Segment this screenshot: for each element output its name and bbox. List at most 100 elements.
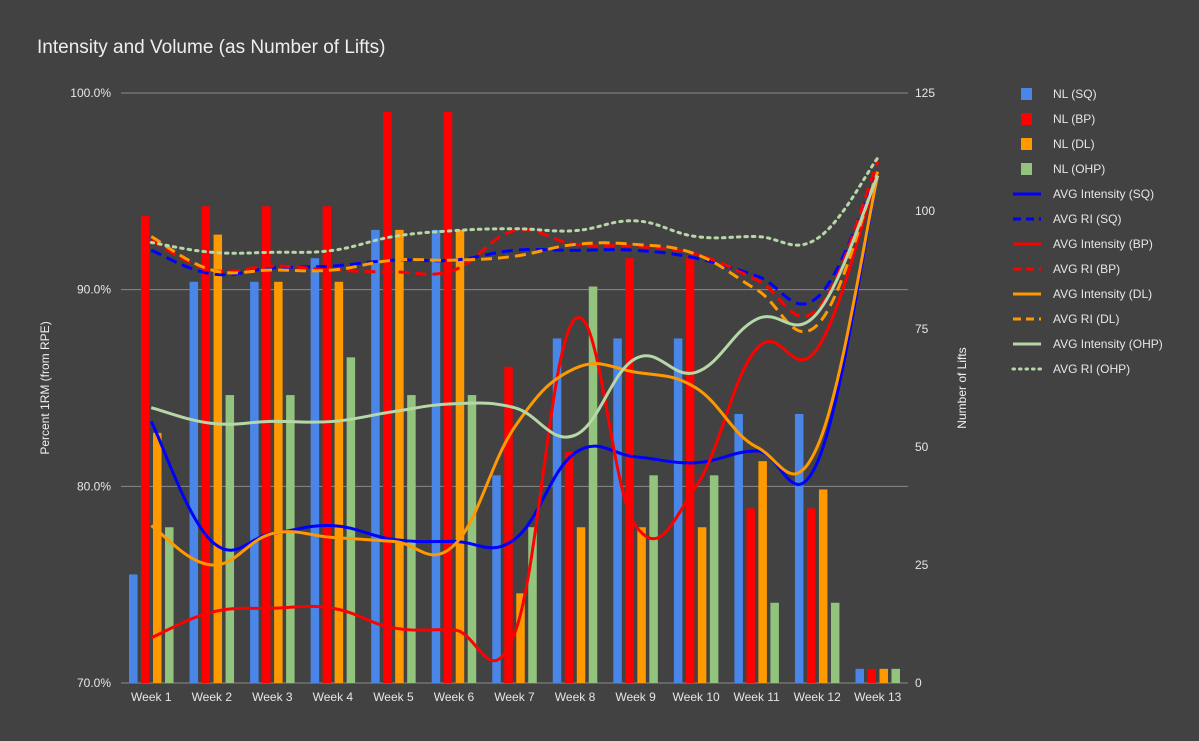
x-tick-label: Week 3 [252,690,293,704]
bar-nl-dl [334,281,344,683]
bar-nl-dl [758,461,767,683]
y-left-tick-label: 90.0% [77,283,111,297]
bar-nl-bp [504,366,513,683]
bar-nl-ohp [709,475,719,683]
bar-nl-dl [153,432,162,683]
bar-nl-bp [383,111,392,683]
line-avg-intensity-dl [150,175,880,567]
x-tick-label: Week 5 [373,690,414,704]
x-tick-label: Week 9 [615,690,656,704]
bar-nl-ohp [286,395,295,683]
x-tick-label: Week 10 [673,690,720,704]
bar-nl-dl [516,593,525,683]
bar-nl-dl [697,527,707,683]
legend-label: AVG Intensity (SQ) [1053,187,1154,201]
y-right-tick-label: 25 [915,558,929,572]
bar-nl-sq [250,281,259,683]
y-right-tick-label: 125 [915,86,935,100]
bar-nl-bp [322,206,332,683]
bar-nl-bp [746,508,755,683]
bar-nl-ohp [407,395,416,683]
bar-nl-ohp [165,527,174,683]
x-tick-label: Week 4 [313,690,354,704]
bar-nl-sq [189,281,199,683]
bar-nl-ohp [649,475,658,683]
legend-swatch-nl-ohp [1021,163,1032,175]
legend-label: AVG RI (DL) [1053,312,1119,326]
x-tick-label: Week 13 [854,690,901,704]
y-left-tick-label: 100.0% [70,86,111,100]
bar-nl-sq [371,229,380,683]
x-tick-label: Week 2 [192,690,233,704]
bar-nl-dl [818,489,828,683]
bar-nl-bp [867,668,876,683]
bar-nl-ohp [346,357,356,683]
legend-swatch-nl-sq [1021,88,1032,100]
line-avg-ri-sq [150,171,880,306]
line-avg-ri-ohp [149,156,880,255]
legend-label: NL (DL) [1053,137,1095,151]
bar-nl-sq [310,258,320,683]
bar-nl-sq [855,668,864,683]
bar-nl-ohp [588,286,598,683]
y-right-tick-label: 50 [915,440,929,454]
y-right-tick-label: 100 [915,204,935,218]
x-tick-label: Week 1 [131,690,172,704]
bar-nl-dl [637,527,646,683]
bar-nl-bp [443,111,453,683]
bar-nl-dl [274,281,283,683]
x-tick-label: Week 7 [494,690,535,704]
legend-label: NL (BP) [1053,112,1095,126]
bar-nl-sq [673,338,683,683]
line-avg-intensity-bp [150,171,880,663]
legend-swatch-nl-dl [1021,138,1032,150]
bar-nl-dl [455,229,465,683]
bar-nl-bp [806,508,816,683]
legend-label: AVG RI (SQ) [1053,212,1121,226]
x-tick-label: Week 8 [555,690,596,704]
bar-nl-dl [879,668,888,683]
bar-nl-sq [431,229,441,683]
bar-nl-sq [734,413,743,683]
y-left-tick-label: 80.0% [77,479,111,493]
bar-nl-bp [141,215,150,683]
x-tick-label: Week 6 [434,690,475,704]
bar-nl-sq [129,574,138,683]
legend-label: AVG RI (OHP) [1053,362,1130,376]
legend-label: AVG Intensity (OHP) [1053,337,1163,351]
bar-nl-sq [794,413,804,683]
legend-label: AVG Intensity (BP) [1053,237,1153,251]
legend-label: NL (SQ) [1053,87,1097,101]
bar-nl-sq [552,338,562,683]
y-left-tick-label: 70.0% [77,676,111,690]
bar-nl-dl [395,229,404,683]
bar-nl-ohp [528,527,537,683]
legend-label: AVG RI (BP) [1053,262,1120,276]
bar-nl-ohp [830,602,840,683]
bar-nl-dl [576,527,586,683]
bar-nl-bp [685,258,695,683]
bar-nl-bp [201,206,211,683]
y-right-tick-label: 0 [915,676,922,690]
bar-nl-ohp [225,395,235,683]
chart-title: Intensity and Volume (as Number of Lifts… [37,37,386,58]
line-avg-intensity-ohp [150,174,880,439]
bar-nl-ohp [467,395,477,683]
bar-nl-ohp [891,668,900,683]
x-tick-label: Week 11 [734,690,781,704]
bar-nl-bp [564,451,574,683]
legend-label: NL (OHP) [1053,162,1105,176]
y-right-tick-label: 75 [915,322,929,336]
bar-nl-bp [625,258,634,683]
bar-nl-dl [213,234,223,683]
bar-nl-ohp [770,602,779,683]
x-tick-label: Week 12 [794,690,841,704]
bar-nl-bp [262,206,271,683]
bar-nl-sq [613,338,622,683]
legend-label: AVG Intensity (DL) [1053,287,1152,301]
y-right-axis-title: Number of Lifts [955,347,969,428]
bar-nl-sq [492,475,501,683]
line-avg-ri-dl [150,171,880,334]
y-left-axis-title: Percent 1RM (from RPE) [38,321,52,454]
